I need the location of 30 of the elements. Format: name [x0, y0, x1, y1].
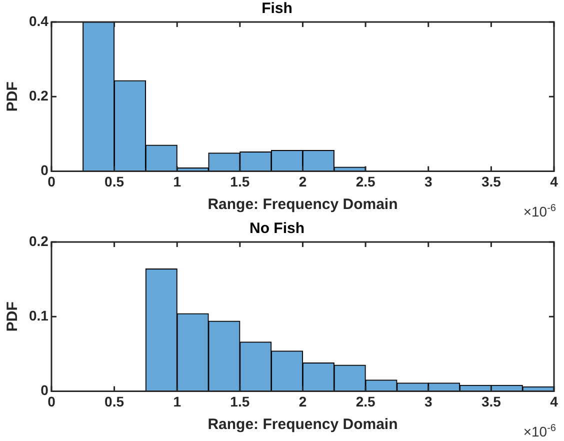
x-tick-label: 2: [298, 173, 307, 190]
y-tick-label: 0: [40, 162, 49, 178]
x-tick-label: 0.5: [104, 393, 124, 410]
x-tick-label: 4: [550, 173, 558, 190]
chart-title: No Fish: [250, 220, 304, 238]
text: ×10$^{-6}$: [523, 423, 556, 440]
x-tick-label: 4: [550, 393, 558, 410]
x-tick-label: 3.5: [481, 173, 502, 190]
x-axis-title: Range: Frequency Domain: [208, 196, 398, 214]
y-axis-title: PDF: [4, 82, 22, 112]
chart-title: Fish: [262, 0, 292, 18]
y-tick-label: 0.2: [28, 232, 49, 249]
x-tick-label: 3.5: [481, 393, 502, 410]
x-axis-title: Range: Frequency Domain: [208, 416, 398, 434]
y-tick-label: 0.2: [28, 87, 49, 104]
x-tick-label: 1.5: [230, 173, 250, 190]
x-tick-label: 1: [173, 173, 182, 190]
x-tick-label: 2: [298, 393, 307, 410]
text: ×10$^{-6}$: [523, 203, 556, 220]
x-tick-label: 2.5: [356, 173, 376, 190]
x-tick-label: 0.5: [104, 173, 124, 190]
x-tick-label: 3: [424, 393, 432, 410]
x-tick-label: 2.5: [356, 393, 376, 410]
y-tick-label: 0.4: [28, 12, 49, 29]
x-tick-label: 1: [173, 393, 182, 410]
y-tick-label: 0: [40, 382, 49, 398]
y-axis-title: PDF: [4, 302, 22, 332]
y-tick-label: 0.1: [28, 307, 49, 324]
x-tick-label: 1.5: [230, 393, 250, 410]
x-tick-label: 3: [424, 173, 432, 190]
